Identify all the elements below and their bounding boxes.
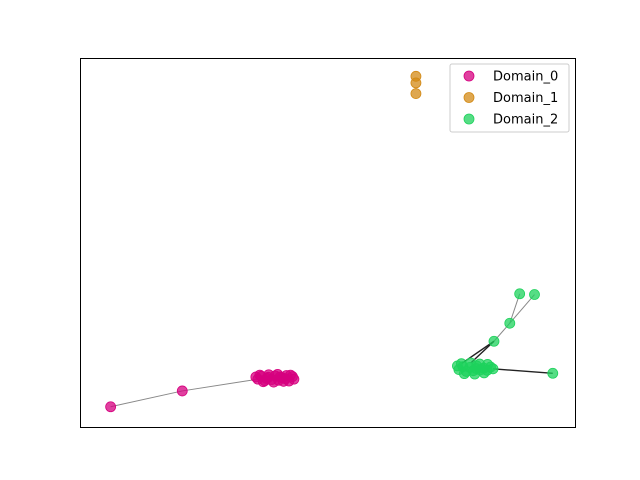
point-domain-1-1 — [410, 77, 422, 89]
legend-label: Domain_0 — [493, 70, 558, 85]
legend-marker — [463, 113, 475, 125]
point-domain-2-19 — [458, 368, 470, 380]
point-domain-2-22 — [452, 360, 463, 372]
legend-frame — [449, 63, 570, 133]
point-domain-0-20 — [250, 371, 262, 383]
point-domain-2-4 — [547, 367, 559, 379]
point-domain-2-24 — [470, 363, 482, 374]
point-domain-2-23 — [487, 363, 499, 375]
point-domain-2-0 — [514, 288, 526, 300]
point-domain-2-3 — [488, 335, 500, 347]
edge-domain-2-5 — [492, 368, 553, 374]
edge-domain-0-1 — [182, 378, 258, 392]
edge-domain-2-1 — [509, 294, 535, 324]
point-domain-2-1 — [529, 289, 540, 300]
points-layer — [105, 70, 559, 413]
point-domain-2-2 — [504, 317, 516, 329]
point-domain-0-0 — [105, 401, 117, 413]
point-domain-1-2 — [410, 88, 422, 99]
point-domain-0-22 — [261, 373, 273, 384]
legend-marker — [463, 92, 475, 103]
legend-entry-domain-1: Domain_1 — [463, 91, 558, 106]
legend-entry-domain-2: Domain_2 — [463, 113, 558, 128]
legend-label: Domain_1 — [493, 91, 558, 106]
point-domain-0-1 — [176, 385, 188, 397]
edge-domain-0-0 — [110, 390, 183, 408]
point-domain-0-23 — [274, 371, 286, 383]
legend-label: Domain_2 — [493, 113, 558, 128]
legend-entries: Domain_0 Domain_1 Domain_2 — [463, 70, 558, 128]
legend: Domain_0 Domain_1 Domain_2 — [449, 63, 570, 133]
point-domain-0-24 — [285, 369, 296, 381]
legend-marker — [463, 70, 475, 82]
legend-entry-domain-0: Domain_0 — [463, 70, 558, 85]
